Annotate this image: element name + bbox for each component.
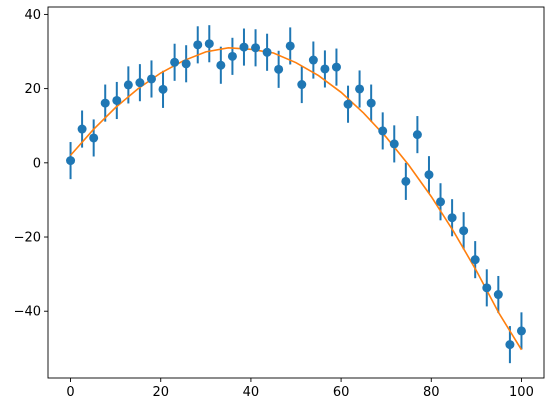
y-tick-label: 20: [24, 82, 41, 97]
x-tick-label: 80: [423, 385, 440, 400]
data-point: [378, 126, 388, 136]
data-point: [262, 47, 272, 57]
data-point: [239, 42, 249, 52]
data-point: [493, 290, 503, 300]
data-point: [193, 40, 203, 50]
data-point: [100, 98, 110, 108]
data-point: [89, 133, 99, 143]
data-point: [366, 98, 376, 108]
data-point: [505, 340, 515, 350]
data-point: [158, 84, 168, 94]
plot-background: [48, 7, 544, 378]
data-point: [285, 41, 295, 51]
y-tick-label: 40: [24, 8, 41, 23]
data-point: [320, 64, 330, 74]
data-point: [135, 78, 145, 88]
data-point: [251, 43, 261, 53]
x-tick-label: 20: [152, 385, 169, 400]
axes: 0 20 40 60 80 100 −40 −20 0 20 40: [14, 6, 545, 400]
data-point: [297, 80, 307, 90]
data-point: [482, 283, 492, 293]
data-point: [216, 60, 226, 70]
data-point: [412, 130, 422, 140]
axes-frame: [47, 6, 545, 379]
data-point: [331, 62, 341, 72]
data-point: [66, 156, 76, 166]
data-point: [389, 139, 399, 149]
x-tick-label: 60: [333, 385, 350, 400]
data-point: [424, 170, 434, 180]
data-point: [112, 95, 122, 105]
data-point: [181, 59, 191, 69]
data-point: [227, 51, 237, 61]
fit-line: [69, 46, 523, 351]
data-point: [343, 99, 353, 109]
x-tick-label: 100: [509, 385, 534, 400]
data-marks: [66, 25, 526, 364]
data-point: [470, 255, 480, 265]
data-point: [401, 176, 411, 186]
x-tick-label: 0: [66, 385, 74, 400]
data-point: [123, 80, 133, 90]
data-point: [146, 74, 156, 84]
data-point: [436, 197, 446, 207]
y-tick-label: −40: [14, 305, 41, 320]
y-tick-label: 0: [33, 156, 41, 171]
x-tick-label: 40: [243, 385, 260, 400]
data-point: [447, 213, 457, 223]
data-point: [170, 57, 180, 67]
data-point: [308, 55, 318, 65]
data-point: [516, 326, 526, 336]
data-point: [274, 64, 284, 74]
y-tick-label: −20: [14, 231, 41, 246]
data-point: [355, 84, 365, 94]
data-point: [204, 39, 214, 49]
plot-area: [48, 7, 544, 378]
data-point: [459, 226, 469, 236]
data-point: [77, 124, 87, 134]
